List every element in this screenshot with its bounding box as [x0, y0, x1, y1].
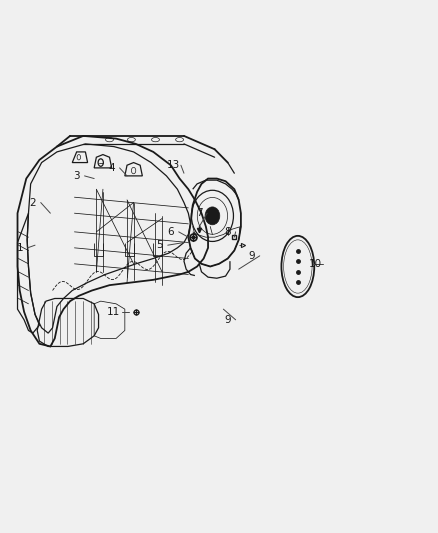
- Text: 10: 10: [309, 259, 322, 269]
- Text: 2: 2: [29, 198, 36, 207]
- Text: 13: 13: [166, 160, 180, 170]
- Text: 4: 4: [108, 163, 115, 173]
- Text: 3: 3: [73, 171, 80, 181]
- Text: 6: 6: [167, 227, 174, 237]
- Text: 8: 8: [224, 227, 231, 237]
- Text: 11: 11: [107, 307, 120, 317]
- Text: 5: 5: [156, 240, 163, 250]
- Text: 9: 9: [248, 251, 255, 261]
- Text: 9: 9: [224, 315, 231, 325]
- Text: 1: 1: [16, 243, 23, 253]
- Circle shape: [205, 207, 220, 225]
- Text: 7: 7: [196, 208, 203, 218]
